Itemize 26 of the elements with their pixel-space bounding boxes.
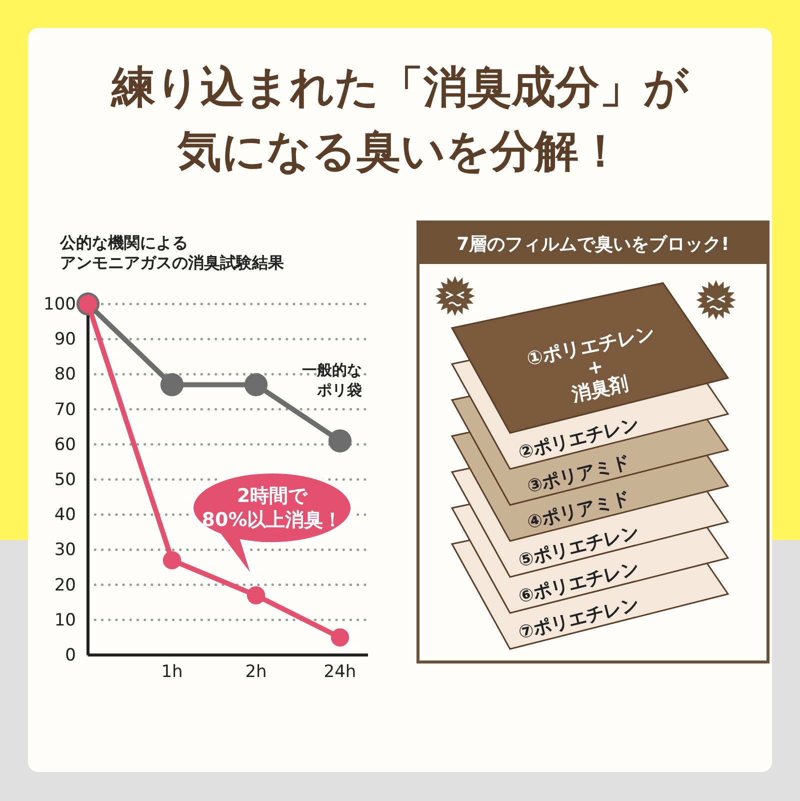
y-tick-label: 0: [65, 645, 76, 666]
y-tick-label: 10: [54, 610, 76, 630]
y-tick-label: 50: [54, 470, 76, 490]
point: [244, 373, 268, 396]
text: 7層のフィルムで臭いをブロック!: [456, 234, 730, 255]
point: [162, 551, 182, 570]
x-tick-label: 24h: [324, 662, 356, 682]
y-tick-label: 90: [54, 330, 76, 350]
y-tick-label: 70: [54, 400, 76, 420]
chart-subtitle: 公的な機関によるアンモニアガスの消臭試験結果: [59, 233, 285, 272]
x-tick-label: 2h: [245, 662, 267, 682]
y-tick-label: 40: [54, 505, 76, 526]
chart-title: 練り込まれた「消臭成分」が気になる臭いを分解！: [110, 62, 690, 177]
y-tick-label: 60: [54, 434, 76, 455]
y-tick-label: 80: [54, 364, 76, 385]
y-tick-label: 30: [54, 540, 76, 560]
text: ①ポリエチレン + 消臭剤: [524, 322, 657, 406]
point: [328, 429, 352, 452]
series-label: 一般的なポリ袋: [302, 360, 362, 399]
y-tick-label: 20: [54, 575, 76, 596]
point: [330, 628, 350, 647]
x-tick-label: 1h: [161, 662, 183, 682]
y-tick-label: 100: [44, 294, 76, 314]
point: [160, 373, 184, 396]
point: [246, 586, 266, 604]
annotation: 2時間で80%以上消臭！: [202, 485, 342, 531]
